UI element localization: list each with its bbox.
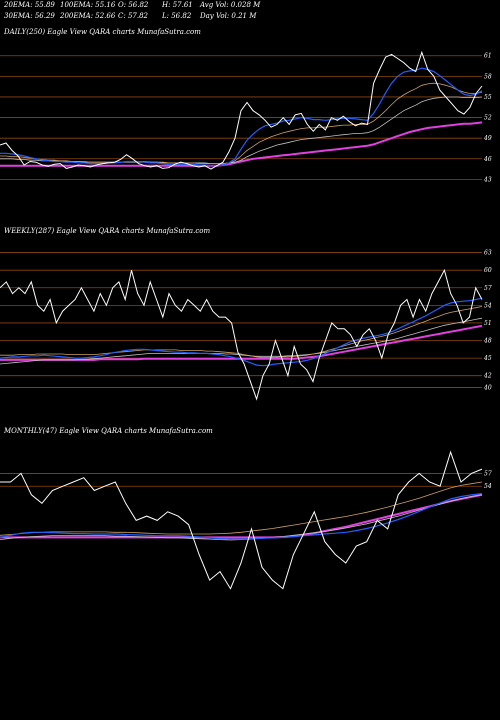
- monthly-series-0: [0, 450, 483, 590]
- weekly-series-1: [0, 297, 483, 367]
- tick-label-weekly-63: 63: [484, 250, 492, 257]
- avg-vol-value: Avg Vol: 0.028 M: [200, 1, 261, 9]
- daily-panel-label: DAILY(250) Eagle View QARA charts Munafa…: [4, 28, 201, 36]
- ema30-value: 30EMA: 56.29: [4, 12, 55, 20]
- tick-label-weekly-42: 42: [483, 373, 492, 380]
- weekly-panel-label: WEEKLY(287) Eagle View QARA charts Munaf…: [4, 227, 211, 235]
- weekly-series-2: [0, 306, 483, 358]
- open-value: O: 56.82: [118, 1, 149, 9]
- tick-label-daily-52: 52: [484, 115, 492, 122]
- tick-label-daily-61: 61: [484, 53, 492, 60]
- tick-label-monthly-57: 57: [484, 470, 492, 477]
- daily-series-3: [0, 96, 483, 165]
- low-value: L: 56.82: [162, 12, 192, 20]
- monthly-panel-label: MONTHLY(47) Eagle View QARA charts Munaf…: [4, 427, 213, 435]
- tick-label-daily-43: 43: [483, 176, 492, 183]
- weekly-series-3: [0, 317, 483, 365]
- tick-label-weekly-48: 48: [483, 338, 492, 345]
- tick-label-daily-58: 58: [484, 73, 492, 80]
- ema100-value: 100EMA: 55.16: [60, 1, 116, 9]
- daily-series-1: [0, 67, 483, 167]
- tick-label-weekly-40: 40: [483, 384, 492, 391]
- tick-label-weekly-60: 60: [484, 267, 492, 274]
- tick-label-weekly-45: 45: [483, 355, 492, 362]
- monthly-series-2: [0, 481, 483, 536]
- ema200-value: 200EMA: 52.66: [60, 12, 116, 20]
- tick-label-weekly-54: 54: [484, 302, 492, 309]
- tick-label-daily-55: 55: [484, 94, 492, 101]
- high-value: H: 57.61: [162, 1, 193, 9]
- monthly-series-1: [0, 492, 483, 540]
- tick-label-daily-49: 49: [483, 135, 492, 142]
- tick-label-daily-46: 46: [483, 156, 492, 163]
- ema20-value: 20EMA: 55.89: [4, 1, 55, 9]
- daily-series-0: [0, 50, 483, 170]
- tick-label-monthly-54: 54: [484, 483, 492, 490]
- day-vol-value: Day Vol: 0.21 M: [200, 12, 257, 20]
- tick-label-weekly-57: 57: [484, 285, 492, 292]
- tick-label-weekly-51: 51: [484, 320, 492, 327]
- weekly-series-0: [0, 268, 483, 401]
- daily-series-2: [0, 82, 483, 165]
- close-value: C: 57.82: [118, 12, 148, 20]
- daily-series-4: [0, 121, 483, 167]
- monthly-series-4: [0, 493, 483, 539]
